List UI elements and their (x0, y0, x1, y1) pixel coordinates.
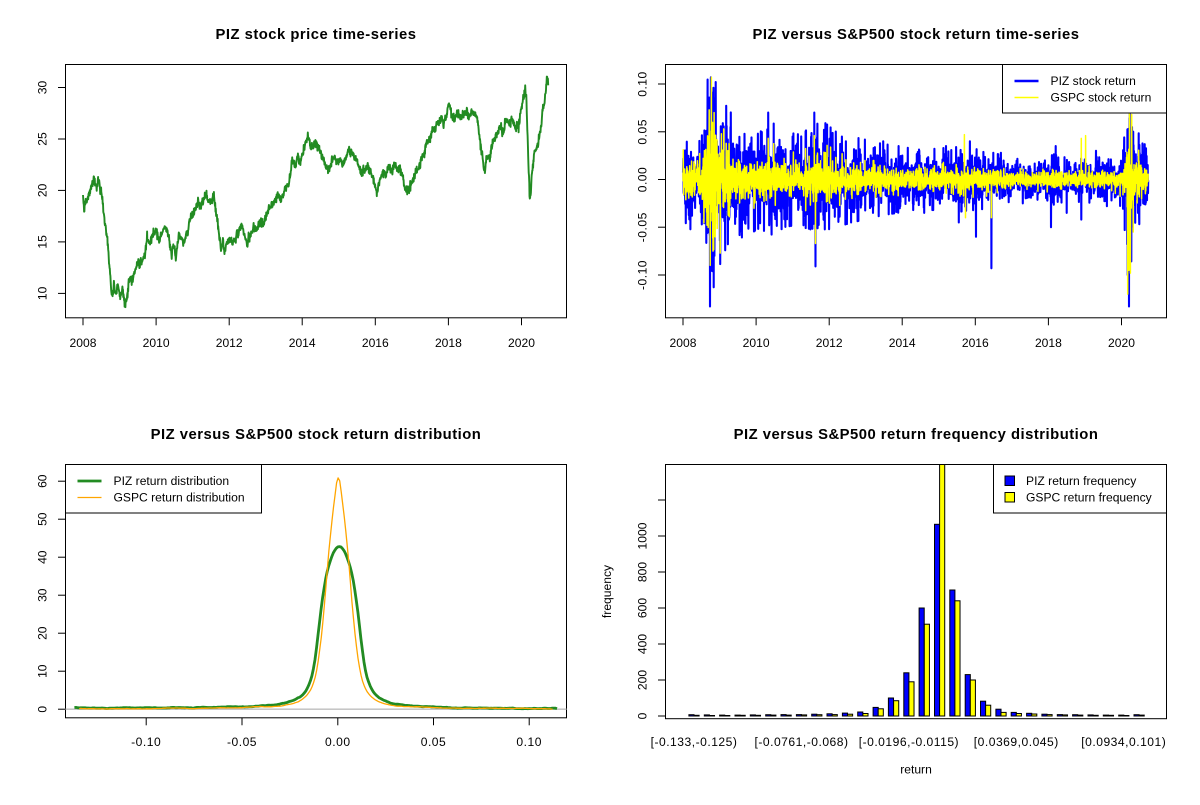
svg-text:2012: 2012 (216, 336, 243, 350)
svg-text:-0.05: -0.05 (227, 735, 257, 749)
svg-text:0.00: 0.00 (325, 735, 351, 749)
svg-text:PIZ stock return: PIZ stock return (1051, 74, 1136, 88)
svg-text:GSPC return distribution: GSPC return distribution (114, 491, 245, 505)
svg-text:0.10: 0.10 (636, 71, 650, 97)
svg-text:40: 40 (36, 550, 50, 564)
svg-text:1000: 1000 (636, 522, 650, 549)
svg-text:0.00: 0.00 (636, 167, 650, 193)
svg-text:PIZ return distribution: PIZ return distribution (114, 474, 230, 488)
svg-text:PIZ versus S&P500 stock return: PIZ versus S&P500 stock return time-seri… (753, 27, 1080, 43)
svg-text:2008: 2008 (670, 336, 697, 350)
svg-text:-0.05: -0.05 (636, 212, 650, 242)
svg-text:15: 15 (36, 235, 50, 249)
svg-text:PIZ stock price time-series: PIZ stock price time-series (215, 27, 416, 43)
svg-text:[-0.133,-0.125): [-0.133,-0.125) (651, 735, 738, 749)
svg-text:30: 30 (36, 588, 50, 602)
svg-text:200: 200 (636, 670, 650, 690)
svg-text:400: 400 (636, 634, 650, 654)
svg-text:0: 0 (636, 712, 650, 719)
svg-text:GSPC return frequency: GSPC return frequency (1026, 491, 1153, 505)
svg-text:0.10: 0.10 (516, 735, 542, 749)
svg-text:2010: 2010 (743, 336, 770, 350)
svg-text:600: 600 (636, 598, 650, 618)
svg-text:25: 25 (36, 132, 50, 146)
svg-text:50: 50 (36, 512, 50, 526)
svg-text:0.05: 0.05 (636, 119, 650, 145)
svg-text:PIZ versus S&P500 return frequ: PIZ versus S&P500 return frequency distr… (734, 427, 1099, 443)
svg-text:800: 800 (636, 562, 650, 582)
svg-text:-0.10: -0.10 (636, 260, 650, 290)
svg-text:2020: 2020 (1108, 336, 1135, 350)
svg-text:10: 10 (36, 286, 50, 300)
svg-text:20: 20 (36, 183, 50, 197)
svg-text:2018: 2018 (1035, 336, 1062, 350)
svg-text:2014: 2014 (889, 336, 916, 350)
svg-text:2016: 2016 (962, 336, 989, 350)
svg-text:[0.0369,0.045): [0.0369,0.045) (974, 735, 1059, 749)
svg-text:PIZ return frequency: PIZ return frequency (1026, 474, 1137, 488)
svg-text:2018: 2018 (435, 336, 462, 350)
svg-text:2012: 2012 (816, 336, 843, 350)
svg-text:30: 30 (36, 81, 50, 95)
svg-text:2016: 2016 (362, 336, 389, 350)
svg-text:-0.10: -0.10 (131, 735, 161, 749)
svg-text:[0.0934,0.101): [0.0934,0.101) (1081, 735, 1166, 749)
svg-text:[-0.0761,-0.068): [-0.0761,-0.068) (754, 735, 848, 749)
svg-text:return: return (900, 763, 932, 777)
svg-text:2014: 2014 (289, 336, 316, 350)
svg-text:[-0.0196,-0.0115): [-0.0196,-0.0115) (859, 735, 959, 749)
svg-text:60: 60 (36, 474, 50, 488)
svg-text:2020: 2020 (508, 336, 535, 350)
svg-text:GSPC stock return: GSPC stock return (1051, 91, 1152, 105)
svg-text:PIZ versus S&P500 stock return: PIZ versus S&P500 stock return distribut… (151, 427, 482, 443)
svg-text:0: 0 (36, 706, 50, 713)
svg-text:0.05: 0.05 (421, 735, 447, 749)
svg-text:2008: 2008 (70, 336, 97, 350)
svg-text:frequency: frequency (600, 564, 614, 618)
svg-text:10: 10 (36, 664, 50, 678)
svg-text:2010: 2010 (143, 336, 170, 350)
svg-text:20: 20 (36, 626, 50, 640)
